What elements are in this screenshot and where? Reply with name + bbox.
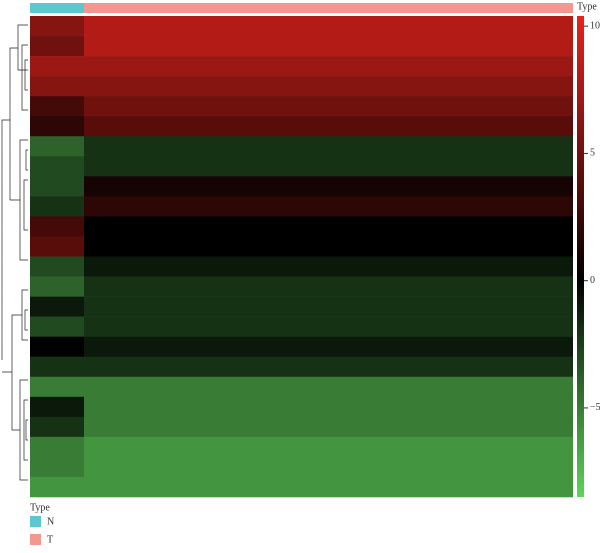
heat-cell [30, 56, 84, 77]
heat-cell [30, 356, 84, 378]
heat-cell [84, 436, 573, 458]
colorbar-tick-label: −5 [590, 402, 600, 413]
heat-cell [30, 416, 84, 438]
heat-cell [84, 156, 573, 177]
heat-cell [30, 436, 84, 458]
heat-cell [84, 416, 573, 438]
heat-cell [84, 376, 573, 398]
dendrogram [1, 24, 28, 481]
colorbar-tick-label: 5 [590, 148, 595, 159]
heat-cell [30, 316, 84, 337]
colorbar-tick-label: 10 [590, 20, 600, 31]
legend-title: Type [30, 502, 50, 513]
heat-cell [84, 356, 573, 378]
heat-cell [84, 236, 573, 257]
heat-cell [84, 96, 573, 117]
heat-cell [30, 236, 84, 257]
colorbar-tick-label: 0 [590, 275, 595, 286]
heat-cell [84, 136, 573, 157]
heat-cell [30, 96, 84, 117]
heat-cell [84, 56, 573, 77]
heat-cell [84, 176, 573, 197]
heat-cell [30, 336, 84, 358]
heat-cell [30, 36, 84, 57]
heat-cell [84, 216, 573, 237]
heat-cell [30, 476, 84, 498]
heat-cell [84, 276, 573, 297]
heat-cell [84, 316, 573, 337]
annotation-label: Type [577, 1, 597, 12]
heat-cell [84, 456, 573, 478]
heat-cell [84, 16, 573, 37]
heat-cell [30, 396, 84, 418]
heat-cell [84, 296, 573, 317]
heat-cell [30, 456, 84, 478]
heat-cell [84, 476, 573, 498]
legend-label: T [47, 534, 53, 545]
heat-cell [84, 336, 573, 358]
heat-cell [84, 76, 573, 97]
heat-cell [30, 116, 84, 137]
heat-cell [84, 36, 573, 57]
annotation-bar [30, 3, 84, 13]
heat-cell [84, 256, 573, 277]
heat-cell [30, 196, 84, 217]
heat-cell [84, 396, 573, 418]
legend-swatch [30, 534, 41, 545]
heat-cell [30, 376, 84, 398]
heat-cell [30, 156, 84, 177]
heat-cell [30, 176, 84, 197]
annotation-bar [84, 3, 573, 13]
heat-cell [30, 296, 84, 317]
heat-cell [84, 116, 573, 137]
heat-cell [30, 76, 84, 97]
heat-cell [30, 136, 84, 157]
heat-cell [30, 216, 84, 237]
legend-label: N [47, 516, 54, 527]
heat-cell [84, 196, 573, 217]
colorbar [577, 16, 584, 497]
heat-cell [30, 276, 84, 297]
heat-cell [30, 256, 84, 277]
heat-cell [30, 16, 84, 37]
legend-swatch [30, 516, 41, 527]
